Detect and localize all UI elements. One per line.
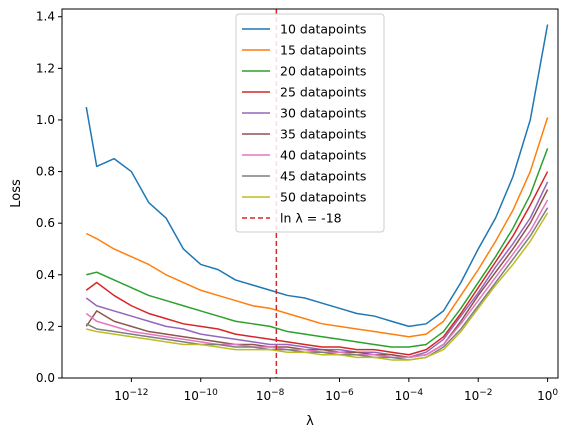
y-tick-label: 0.6 xyxy=(36,216,55,230)
y-axis-label: Loss xyxy=(9,179,24,208)
legend-label: ln λ = -18 xyxy=(280,211,342,226)
legend-label: 45 datapoints xyxy=(280,169,366,184)
x-tick-label: 10−2 xyxy=(464,388,493,403)
y-tick-label: 1.4 xyxy=(36,10,55,24)
y-tick-label: 1.2 xyxy=(36,61,55,75)
x-tick-label: 10−4 xyxy=(395,388,424,403)
y-tick-label: 0.0 xyxy=(36,371,55,385)
legend-label: 50 datapoints xyxy=(280,190,366,205)
x-axis-ticks: 10−12 10−10 10−8 10−6 10−4 10−2 100 xyxy=(114,378,558,403)
x-tick-label: 10−6 xyxy=(325,388,354,403)
x-tick-label: 10−10 xyxy=(184,388,219,403)
legend-label: 20 datapoints xyxy=(280,64,366,79)
y-tick-label: 0.8 xyxy=(36,165,55,179)
y-tick-label: 1.0 xyxy=(36,113,55,127)
legend-label: 15 datapoints xyxy=(280,43,366,58)
y-axis-ticks: 0.0 0.2 0.4 0.6 0.8 1.0 1.2 1.4 xyxy=(36,10,62,385)
x-tick-label: 100 xyxy=(537,388,558,403)
legend-label: 10 datapoints xyxy=(280,22,366,37)
legend-label: 25 datapoints xyxy=(280,85,366,100)
legend-label: 35 datapoints xyxy=(280,127,366,142)
legend-label: 30 datapoints xyxy=(280,106,366,121)
legend: 10 datapoints 15 datapoints 20 datapoints 2… xyxy=(236,14,384,232)
y-tick-label: 0.4 xyxy=(36,268,55,282)
y-tick-label: 0.2 xyxy=(36,319,55,333)
x-axis-label: λ xyxy=(306,414,314,429)
x-tick-label: 10−12 xyxy=(114,388,148,403)
x-tick-label: 10−8 xyxy=(256,388,285,403)
legend-label: 40 datapoints xyxy=(280,148,366,163)
